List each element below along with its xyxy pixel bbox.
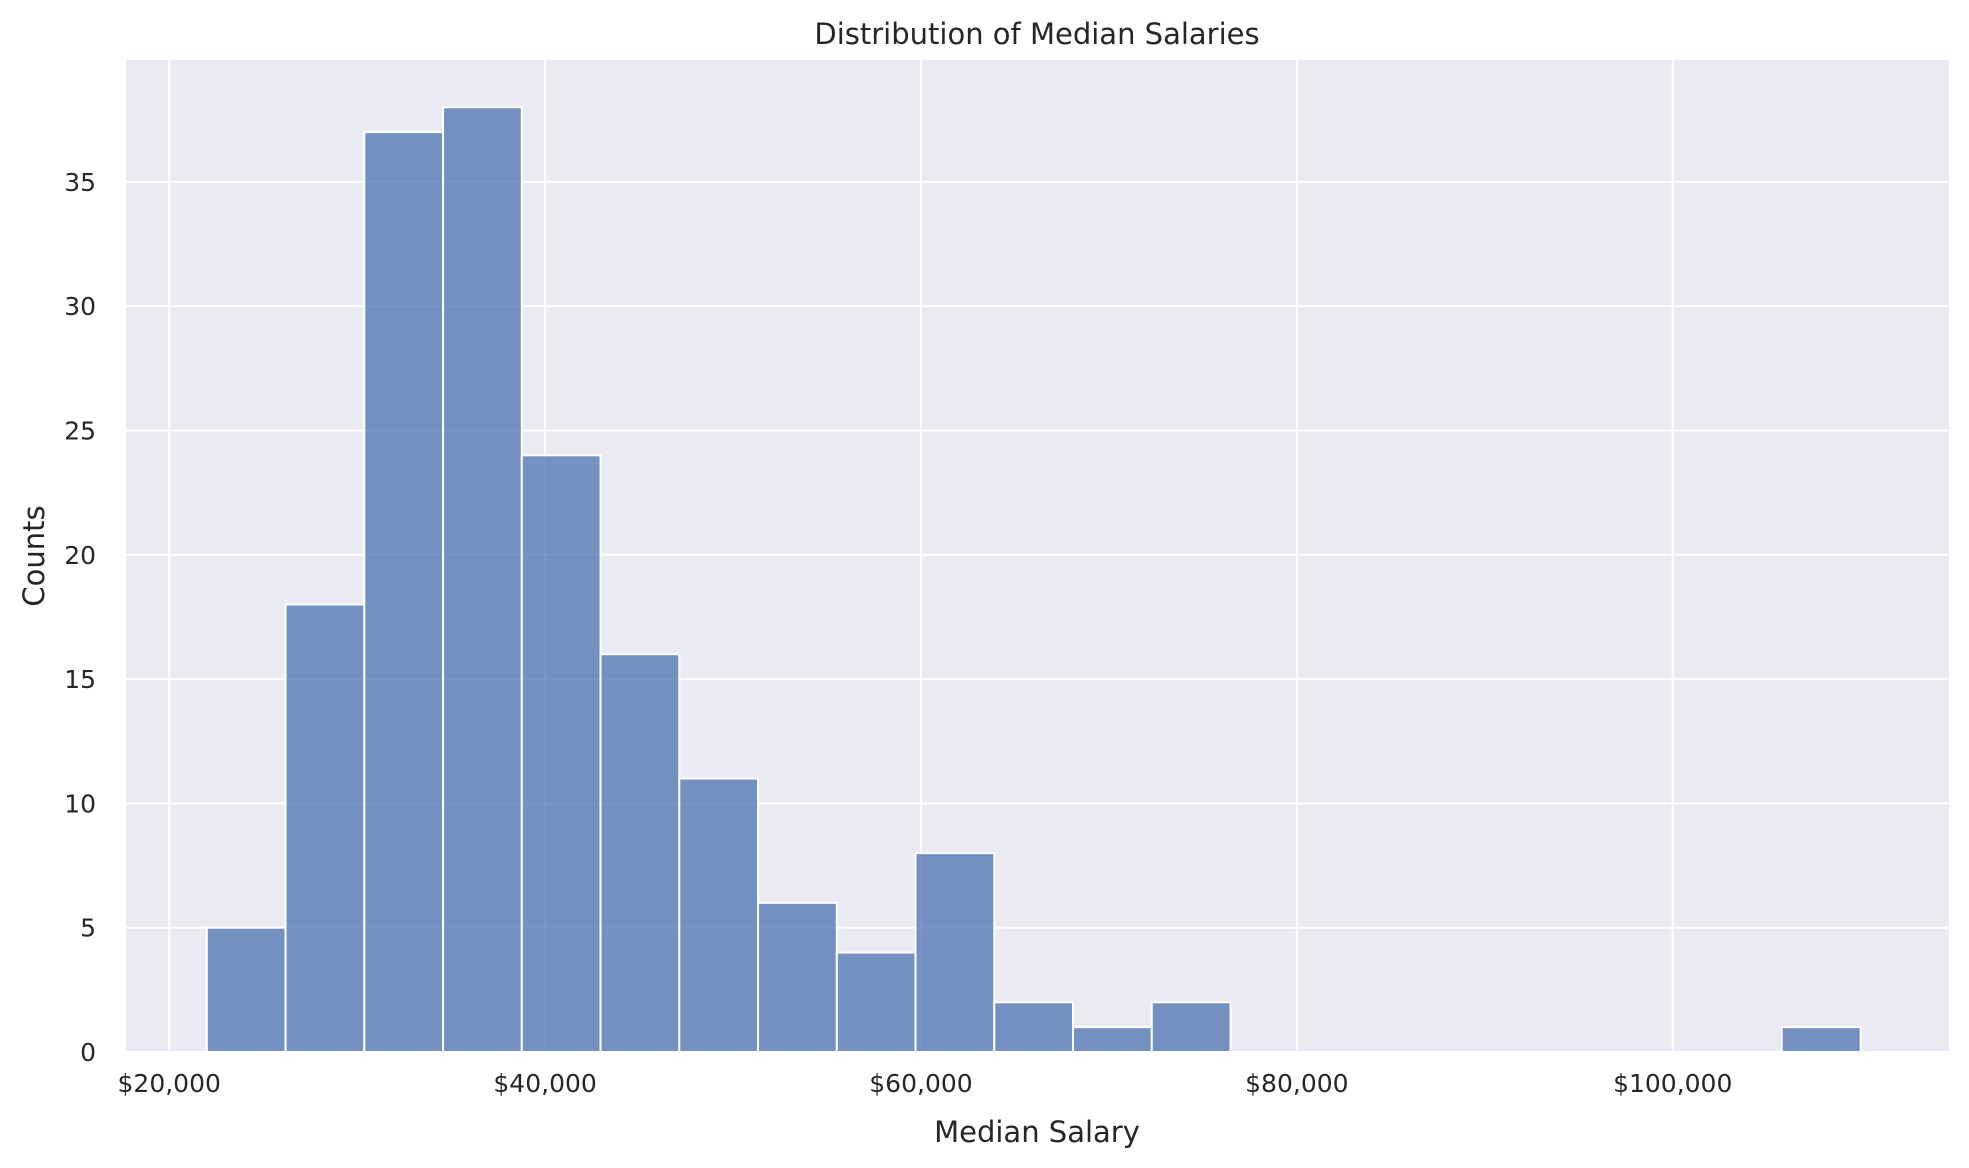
histogram-bar: [442, 106, 523, 1053]
x-tick-label: $40,000: [493, 1069, 596, 1098]
x-tick-labels: $20,000 $40,000 $60,000 $80,000 $100,000: [118, 1069, 1733, 1098]
histogram-bar: [363, 131, 445, 1053]
histogram-bar: [914, 852, 996, 1054]
histogram-bar: [757, 901, 838, 1054]
histogram-bar: [520, 454, 602, 1053]
y-tick-label: 15: [64, 665, 96, 694]
histogram-bar: [678, 777, 760, 1053]
x-tick-label: $100,000: [1613, 1069, 1732, 1098]
y-tick-label: 20: [64, 541, 96, 570]
x-tick-label: $20,000: [118, 1069, 221, 1098]
x-tick-label: $60,000: [869, 1069, 972, 1098]
histogram-bars: [205, 106, 1862, 1054]
x-axis-label: Median Salary: [934, 1115, 1140, 1149]
histogram-bar: [205, 926, 287, 1053]
histogram-bar: [993, 1001, 1075, 1054]
histogram-bar: [284, 603, 366, 1053]
histogram-bar: [599, 653, 681, 1053]
y-tick-label: 5: [80, 914, 96, 943]
x-tick-label: $80,000: [1245, 1069, 1348, 1098]
histogram-bar: [1780, 1026, 1862, 1053]
y-tick-label: 10: [64, 789, 96, 818]
y-tick-label: 35: [64, 168, 96, 197]
histogram-bar: [1072, 1026, 1153, 1053]
chart-title: Distribution of Median Salaries: [814, 17, 1259, 51]
histogram-bar: [835, 951, 917, 1054]
y-tick-label: 0: [80, 1038, 96, 1067]
y-tick-label: 30: [64, 292, 96, 321]
y-tick-label: 25: [64, 416, 96, 445]
y-axis-label: Counts: [17, 505, 51, 606]
y-tick-labels: 0 5 10 15 20 25 30 35: [64, 168, 96, 1067]
histogram-bar: [1150, 1001, 1232, 1054]
